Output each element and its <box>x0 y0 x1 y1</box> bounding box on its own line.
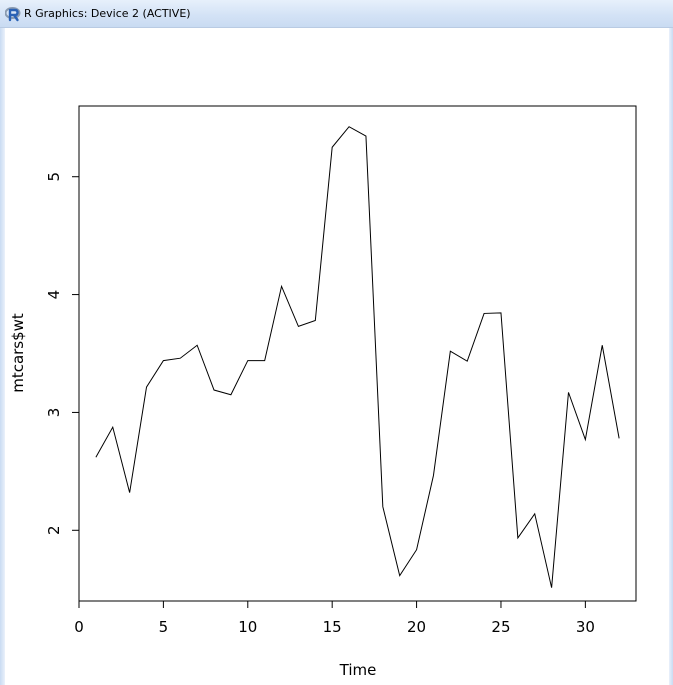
series-layer <box>95 126 620 588</box>
y-axis: 2 3 4 5 <box>45 172 80 536</box>
x-axis: 0 5 10 15 20 25 30 <box>74 600 595 636</box>
window-right-border[interactable] <box>669 28 673 685</box>
window-left-border <box>0 28 5 685</box>
y-axis-label: mtcars$wt <box>9 313 27 393</box>
x-tick-label: 25 <box>491 618 510 636</box>
x-tick-label: 20 <box>407 618 426 636</box>
x-tick-label: 5 <box>159 618 169 636</box>
r-logo-icon <box>5 7 21 22</box>
y-tick-label: 3 <box>45 408 63 418</box>
x-tick-label: 0 <box>74 618 84 636</box>
series-line <box>95 126 620 588</box>
x-tick-label: 15 <box>323 618 342 636</box>
y-tick-label: 2 <box>45 526 63 536</box>
x-tick-label: 30 <box>576 618 595 636</box>
x-tick-label: 10 <box>238 618 257 636</box>
window-title: R Graphics: Device 2 (ACTIVE) <box>24 7 191 20</box>
graphics-device-canvas <box>0 28 673 685</box>
window-titlebar[interactable]: R Graphics: Device 2 (ACTIVE) <box>0 0 673 28</box>
plot-box <box>78 105 637 602</box>
y-tick-label: 4 <box>45 290 63 300</box>
x-axis-label: Time <box>339 661 377 679</box>
y-tick-label: 5 <box>45 172 63 182</box>
